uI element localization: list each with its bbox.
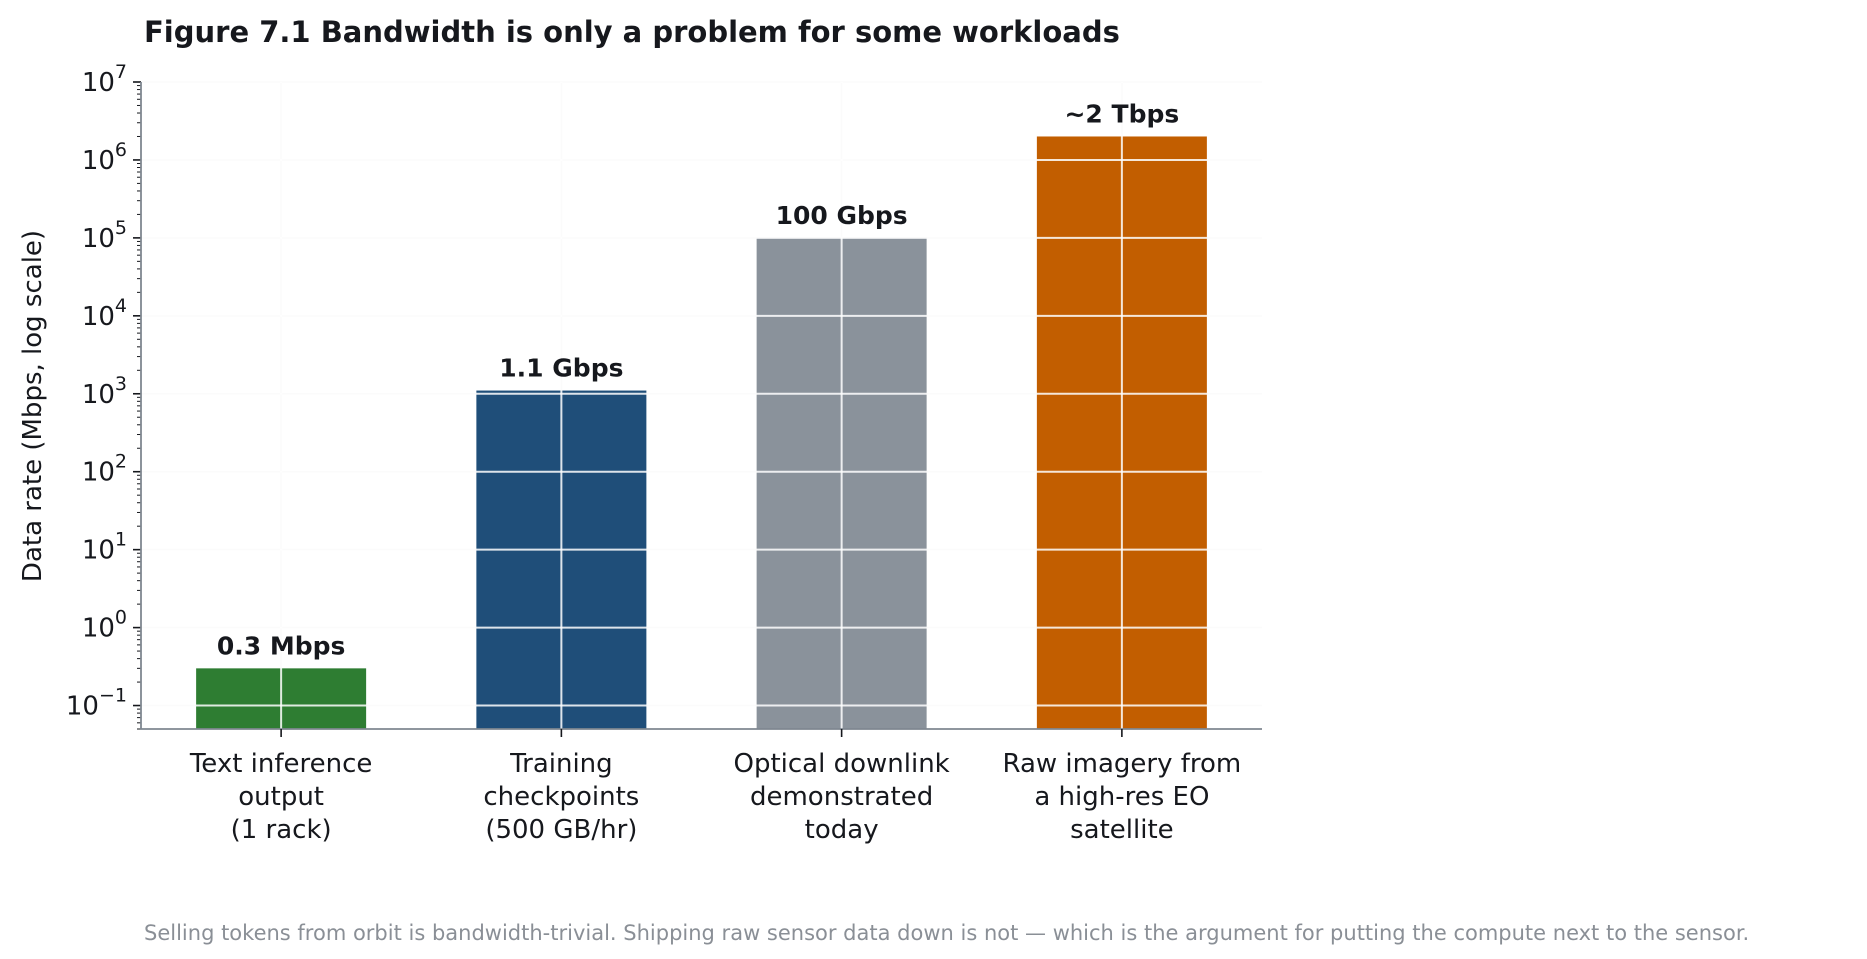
bar-value-label: ~2 Tbps <box>1064 99 1179 128</box>
axes <box>133 81 1262 737</box>
bar-value-label: 100 Gbps <box>776 201 908 230</box>
y-tick-label: 103 <box>82 373 127 410</box>
y-tick-label: 101 <box>82 529 127 566</box>
x-category-label: Training checkpoints (500 GB/hr) <box>483 749 639 845</box>
y-tick-label: 106 <box>82 139 127 176</box>
y-tick-label: 100 <box>82 607 127 644</box>
y-tick-label: 102 <box>82 451 127 488</box>
bars <box>196 136 1207 729</box>
y-tick-label: 105 <box>82 217 127 254</box>
bar-value-label: 0.3 Mbps <box>217 631 346 660</box>
y-tick-label: 107 <box>82 61 127 98</box>
y-tick-label: 10−1 <box>66 685 127 722</box>
x-category-label: Optical downlink demonstrated today <box>734 749 950 845</box>
labels: 10−1 100 101 102 103 104 105 106 107 0.3 Mbps 1.1 … <box>66 61 1241 845</box>
x-category-label: Raw imagery from a high-res EO satellite <box>1002 749 1241 845</box>
y-axis-label: Data rate (Mbps, log scale) <box>18 230 48 582</box>
figure-caption: Selling tokens from orbit is bandwidth-t… <box>144 921 1749 945</box>
x-category-label: Text inference output (1 rack) <box>189 749 373 845</box>
chart-title: Figure 7.1 Bandwidth is only a problem f… <box>144 15 1120 49</box>
gridlines-overlay <box>141 81 1262 729</box>
bar-value-label: 1.1 Gbps <box>499 354 623 383</box>
y-tick-label: 104 <box>82 295 127 332</box>
